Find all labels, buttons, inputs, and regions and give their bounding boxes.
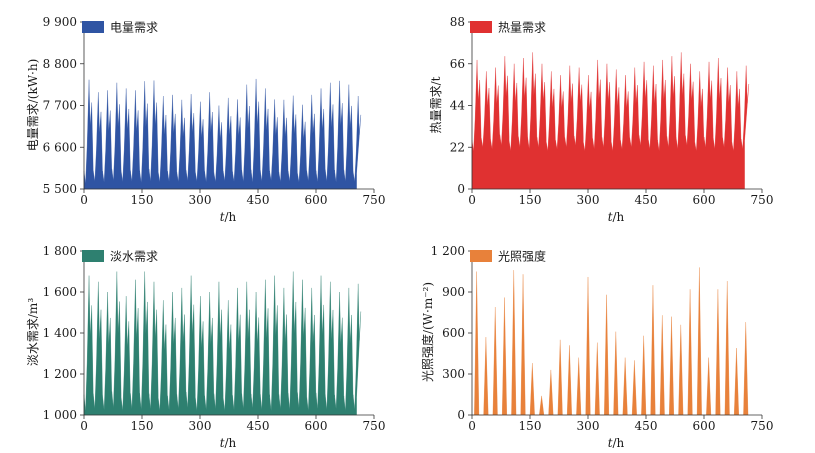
freshwater-legend-swatch: [82, 250, 104, 262]
solar-irradiance-area: [472, 267, 749, 416]
irradiance-y-tick-label: 900: [442, 285, 465, 299]
heat-y-tick-label: 22: [450, 140, 465, 154]
chart-heat-demand: 0 150 300 450 600 750 0 22 44 66 88 热量需求 热量需求/t t/…: [429, 15, 773, 224]
heat-legend-label: 热量需求: [498, 21, 546, 35]
chart-solar-irradiance: 0 150 300 450 600 750 0 300 600 900 1 200 光照强度 光照强…: [420, 244, 773, 450]
freshwater-axes: 0 150 300 450 600 750 1 000 1 200 1 400 1 600 1 80…: [43, 244, 386, 433]
heat-x-tick-label: 600: [693, 193, 716, 207]
heat-x-tick-label: 450: [635, 193, 658, 207]
electricity-x-axis-label-var: t: [220, 210, 225, 224]
irradiance-y-tick-label: 1 200: [431, 244, 465, 258]
freshwater-x-tick-label: 750: [363, 419, 386, 433]
irradiance-y-axis-label: 光照强度/(W·m⁻²): [420, 282, 435, 382]
electricity-y-tick-label: 7 700: [43, 99, 77, 113]
freshwater-y-tick-label: 1 000: [43, 408, 77, 422]
heat-x-tick-label: 750: [751, 193, 774, 207]
chart-electricity-demand: 0 150 300 450 600 750 5 500 6 600 7 700 8 800 9 90…: [26, 15, 385, 224]
electricity-y-tick-label: 8 800: [43, 57, 77, 71]
electricity-demand-area: [83, 78, 361, 190]
irradiance-x-tick-label: 450: [635, 419, 658, 433]
irradiance-x-tick-label: 750: [751, 419, 774, 433]
freshwater-area-path: [83, 271, 361, 416]
irradiance-legend-swatch: [470, 250, 492, 262]
heat-y-tick-label: 66: [450, 57, 465, 71]
irradiance-y-tick-label: 600: [442, 326, 465, 340]
irradiance-axes: 0 150 300 450 600 750 0 300 600 900 1 200: [431, 244, 774, 433]
electricity-legend-label: 电量需求: [110, 21, 158, 35]
heat-x-tick-label: 150: [519, 193, 542, 207]
heat-legend: 热量需求: [470, 21, 546, 35]
heat-y-axis-label: 热量需求/t: [429, 76, 443, 133]
freshwater-x-tick-label: 0: [80, 419, 88, 433]
freshwater-x-tick-label: 600: [305, 419, 328, 433]
electricity-x-tick-label: 450: [247, 193, 270, 207]
freshwater-x-axis-label-unit: /h: [225, 436, 237, 450]
heat-x-tick-label: 300: [577, 193, 600, 207]
freshwater-y-tick-label: 1 200: [43, 367, 77, 381]
electricity-x-tick-label: 150: [131, 193, 154, 207]
irradiance-x-axis-label: t/h: [608, 436, 625, 450]
electricity-legend-swatch: [82, 21, 104, 33]
irradiance-y-tick-label: 300: [442, 367, 465, 381]
chart-freshwater-demand: 0 150 300 450 600 750 1 000 1 200 1 400 1 600 1 80…: [26, 244, 385, 450]
irradiance-x-tick-label: 300: [577, 419, 600, 433]
electricity-x-tick-label: 300: [189, 193, 212, 207]
heat-y-tick-label: 0: [457, 182, 465, 196]
heat-y-tick-label: 88: [450, 15, 465, 29]
electricity-legend: 电量需求: [82, 21, 158, 35]
heat-x-axis-label-var: t: [608, 210, 613, 224]
irradiance-x-axis-label-unit: /h: [613, 436, 625, 450]
irradiance-x-tick-label: 600: [693, 419, 716, 433]
irradiance-x-tick-label: 150: [519, 419, 542, 433]
heat-legend-swatch: [470, 21, 492, 33]
freshwater-y-axis-label: 淡水需求/m³: [26, 298, 40, 366]
irradiance-legend: 光照强度: [470, 249, 546, 264]
irradiance-x-axis-label-var: t: [608, 436, 613, 450]
heat-x-axis-label: t/h: [608, 210, 625, 224]
irradiance-legend-label: 光照强度: [498, 249, 546, 264]
electricity-y-tick-label: 5 500: [43, 182, 77, 196]
electricity-x-tick-label: 750: [363, 193, 386, 207]
heat-demand-area: [471, 52, 749, 190]
freshwater-x-tick-label: 150: [131, 419, 154, 433]
irradiance-area-path: [472, 267, 749, 416]
freshwater-x-tick-label: 450: [247, 419, 270, 433]
electricity-area-path: [83, 78, 361, 190]
heat-x-axis-label-unit: /h: [613, 210, 625, 224]
freshwater-x-axis-label-var: t: [220, 436, 225, 450]
heat-area-path: [471, 52, 749, 190]
irradiance-x-tick-label: 0: [468, 419, 476, 433]
electricity-x-tick-label: 0: [80, 193, 88, 207]
electricity-axes: 0 150 300 450 600 750 5 500 6 600 7 700 8 800 9 90…: [43, 15, 386, 207]
freshwater-legend-label: 淡水需求: [110, 250, 158, 264]
freshwater-legend: 淡水需求: [82, 250, 158, 264]
freshwater-x-tick-label: 300: [189, 419, 212, 433]
freshwater-y-tick-label: 1 800: [43, 244, 77, 258]
freshwater-x-axis-label: t/h: [220, 436, 237, 450]
electricity-x-axis-label-unit: /h: [225, 210, 237, 224]
electricity-y-tick-label: 9 900: [43, 15, 77, 29]
heat-y-tick-label: 44: [450, 99, 466, 113]
electricity-x-axis-label: t/h: [220, 210, 237, 224]
freshwater-y-tick-label: 1 600: [43, 285, 77, 299]
heat-axes: 0 150 300 450 600 750 0 22 44 66 88: [450, 15, 774, 207]
heat-x-tick-label: 0: [468, 193, 476, 207]
electricity-y-axis-label: 电量需求/(kW·h): [26, 59, 40, 152]
electricity-x-tick-label: 600: [305, 193, 328, 207]
electricity-y-tick-label: 6 600: [43, 140, 77, 154]
irradiance-y-tick-label: 0: [457, 408, 465, 422]
freshwater-demand-area: [83, 271, 361, 416]
freshwater-y-tick-label: 1 400: [43, 326, 77, 340]
